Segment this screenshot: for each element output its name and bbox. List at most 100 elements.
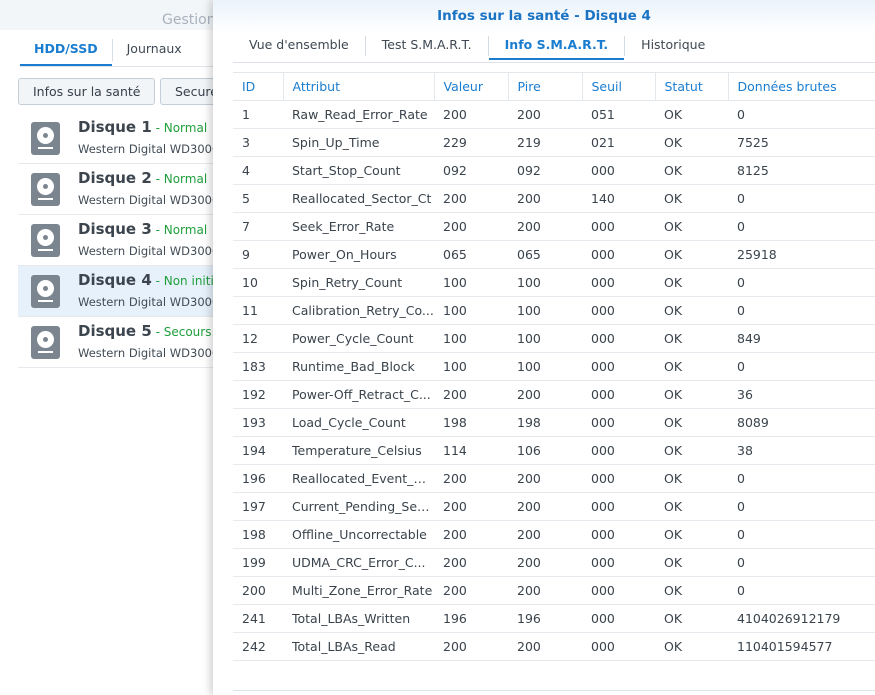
cell-status: OK <box>655 352 728 381</box>
table-row[interactable]: 200 Multi_Zone_Error_Rate 200 200 000 OK 0 <box>233 576 875 605</box>
cell-threshold: 000 <box>582 492 655 521</box>
cell-value: 200 <box>434 548 508 577</box>
cell-raw-data: 7525 <box>728 128 875 157</box>
cell-threshold: 140 <box>582 184 655 213</box>
tab-underline <box>20 66 220 67</box>
table-row[interactable]: 194 Temperature_Celsius 114 106 000 OK 38 <box>233 436 875 465</box>
column-header-status[interactable]: Statut <box>655 72 729 101</box>
disk-item-2[interactable]: Disque 2 - Normal Western Digital WD3000 <box>18 164 219 215</box>
table-row[interactable]: 12 Power_Cycle_Count 100 100 000 OK 849 <box>233 324 875 353</box>
hard-disk-icon <box>31 326 60 359</box>
cell-id: 9 <box>233 240 283 269</box>
tab-history[interactable]: Historique <box>641 37 706 52</box>
table-header-row: ID Attribut Valeur Pire Seuil Statut Don… <box>233 72 875 101</box>
cell-attribute: Calibration_Retry_Co... <box>283 296 434 325</box>
cell-attribute: Total_LBAs_Written <box>283 604 434 633</box>
disk-status: - Normal <box>151 223 208 237</box>
column-header-worst[interactable]: Pire <box>508 72 583 101</box>
cell-status: OK <box>655 268 728 297</box>
table-row[interactable]: 242 Total_LBAs_Read 200 200 000 OK 11040159457… <box>233 632 875 661</box>
cell-value: 200 <box>434 212 508 241</box>
cell-raw-data: 0 <box>728 576 875 605</box>
tab-overview[interactable]: Vue d'ensemble <box>249 37 349 52</box>
table-row[interactable]: 183 Runtime_Bad_Block 100 100 000 OK 0 <box>233 352 875 381</box>
cell-raw-data: 0 <box>728 548 875 577</box>
cell-status: OK <box>655 156 728 185</box>
cell-attribute: Raw_Read_Error_Rate <box>283 100 434 129</box>
table-row[interactable]: 199 UDMA_CRC_Error_C... 200 200 000 OK 0 <box>233 548 875 577</box>
table-row[interactable]: 192 Power-Off_Retract_C... 200 200 000 OK 36 <box>233 380 875 409</box>
cell-worst: 100 <box>508 324 582 353</box>
cell-value: 200 <box>434 380 508 409</box>
table-row[interactable]: 1 Raw_Read_Error_Rate 200 200 051 OK 0 <box>233 100 875 129</box>
tab-smart-info[interactable]: Info S.M.A.R.T. <box>488 32 625 60</box>
disk-item-5[interactable]: Disque 5 - Secours à Western Digital WD3… <box>18 317 223 368</box>
table-row[interactable]: 9 Power_On_Hours 065 065 000 OK 25918 <box>233 240 875 269</box>
cell-threshold: 000 <box>582 604 655 633</box>
table-row[interactable]: 10 Spin_Retry_Count 100 100 000 OK 0 <box>233 268 875 297</box>
table-row[interactable]: 197 Current_Pending_Sec... 200 200 000 OK 0 <box>233 492 875 521</box>
disk-item-1[interactable]: Disque 1 - Normal Western Digital WD3000 <box>18 113 219 164</box>
cell-worst: 100 <box>508 268 582 297</box>
table-row[interactable]: 193 Load_Cycle_Count 198 198 000 OK 8089 <box>233 408 875 437</box>
cell-threshold: 000 <box>582 268 655 297</box>
storage-tabs: HDD/SSD Journaux <box>20 36 196 66</box>
cell-worst: 200 <box>508 576 582 605</box>
cell-attribute: Temperature_Celsius <box>283 436 434 465</box>
cell-value: 200 <box>434 464 508 493</box>
table-row[interactable]: 198 Offline_Uncorrectable 200 200 000 OK 0 <box>233 520 875 549</box>
cell-threshold: 000 <box>582 156 655 185</box>
tab-journaux[interactable]: Journaux <box>126 41 182 56</box>
cell-attribute: UDMA_CRC_Error_C... <box>283 548 434 577</box>
cell-status: OK <box>655 464 728 493</box>
disk-item-3[interactable]: Disque 3 - Normal Western Digital WD3000 <box>18 215 219 266</box>
column-header-attribute[interactable]: Attribut <box>283 72 435 101</box>
cell-attribute: Spin_Up_Time <box>283 128 434 157</box>
cell-threshold: 000 <box>582 212 655 241</box>
dialog-footer-divider <box>233 690 875 691</box>
table-row[interactable]: 7 Seek_Error_Rate 200 200 000 OK 0 <box>233 212 875 241</box>
cell-status: OK <box>655 324 728 353</box>
tab-underline <box>233 62 875 63</box>
table-row[interactable]: 4 Start_Stop_Count 092 092 000 OK 8125 <box>233 156 875 185</box>
cell-worst: 200 <box>508 632 582 661</box>
cell-raw-data: 38 <box>728 436 875 465</box>
column-header-id[interactable]: ID <box>233 72 284 101</box>
cell-worst: 198 <box>508 408 582 437</box>
hard-disk-icon <box>31 224 60 257</box>
table-row[interactable]: 241 Total_LBAs_Written 196 196 000 OK 41040269… <box>233 604 875 633</box>
cell-worst: 196 <box>508 604 582 633</box>
cell-id: 183 <box>233 352 283 381</box>
tab-smart-test[interactable]: Test S.M.A.R.T. <box>381 37 472 52</box>
cell-attribute: Power_Cycle_Count <box>283 324 434 353</box>
column-header-threshold[interactable]: Seuil <box>582 72 656 101</box>
cell-value: 229 <box>434 128 508 157</box>
table-row[interactable]: 5 Reallocated_Sector_Ct 200 200 140 OK 0 <box>233 184 875 213</box>
cell-attribute: Reallocated_Sector_Ct <box>283 184 434 213</box>
cell-status: OK <box>655 632 728 661</box>
tab-hdd-ssd[interactable]: HDD/SSD <box>20 36 112 66</box>
cell-status: OK <box>655 548 728 577</box>
cell-status: OK <box>655 380 728 409</box>
cell-value: 100 <box>434 352 508 381</box>
cell-worst: 200 <box>508 100 582 129</box>
cell-status: OK <box>655 296 728 325</box>
table-row[interactable]: 3 Spin_Up_Time 229 219 021 OK 7525 <box>233 128 875 157</box>
cell-id: 199 <box>233 548 283 577</box>
disk-list: Disque 1 - Normal Western Digital WD3000… <box>18 113 223 368</box>
cell-worst: 106 <box>508 436 582 465</box>
disk-item-4[interactable]: Disque 4 - Non initia Western Digital WD… <box>18 266 221 317</box>
health-info-button[interactable]: Infos sur la santé <box>18 78 156 105</box>
cell-attribute: Start_Stop_Count <box>283 156 434 185</box>
cell-threshold: 000 <box>582 576 655 605</box>
table-row[interactable]: 196 Reallocated_Event_C... 200 200 000 OK 0 <box>233 464 875 493</box>
cell-status: OK <box>655 492 728 521</box>
cell-id: 11 <box>233 296 283 325</box>
cell-worst: 200 <box>508 548 582 577</box>
disk-name: Disque 2 <box>78 169 152 187</box>
tab-divider <box>364 36 366 56</box>
table-row[interactable]: 11 Calibration_Retry_Co... 100 100 000 OK 0 <box>233 296 875 325</box>
column-header-raw-data[interactable]: Données brutes <box>728 72 875 101</box>
cell-value: 200 <box>434 492 508 521</box>
column-header-value[interactable]: Valeur <box>434 72 509 101</box>
